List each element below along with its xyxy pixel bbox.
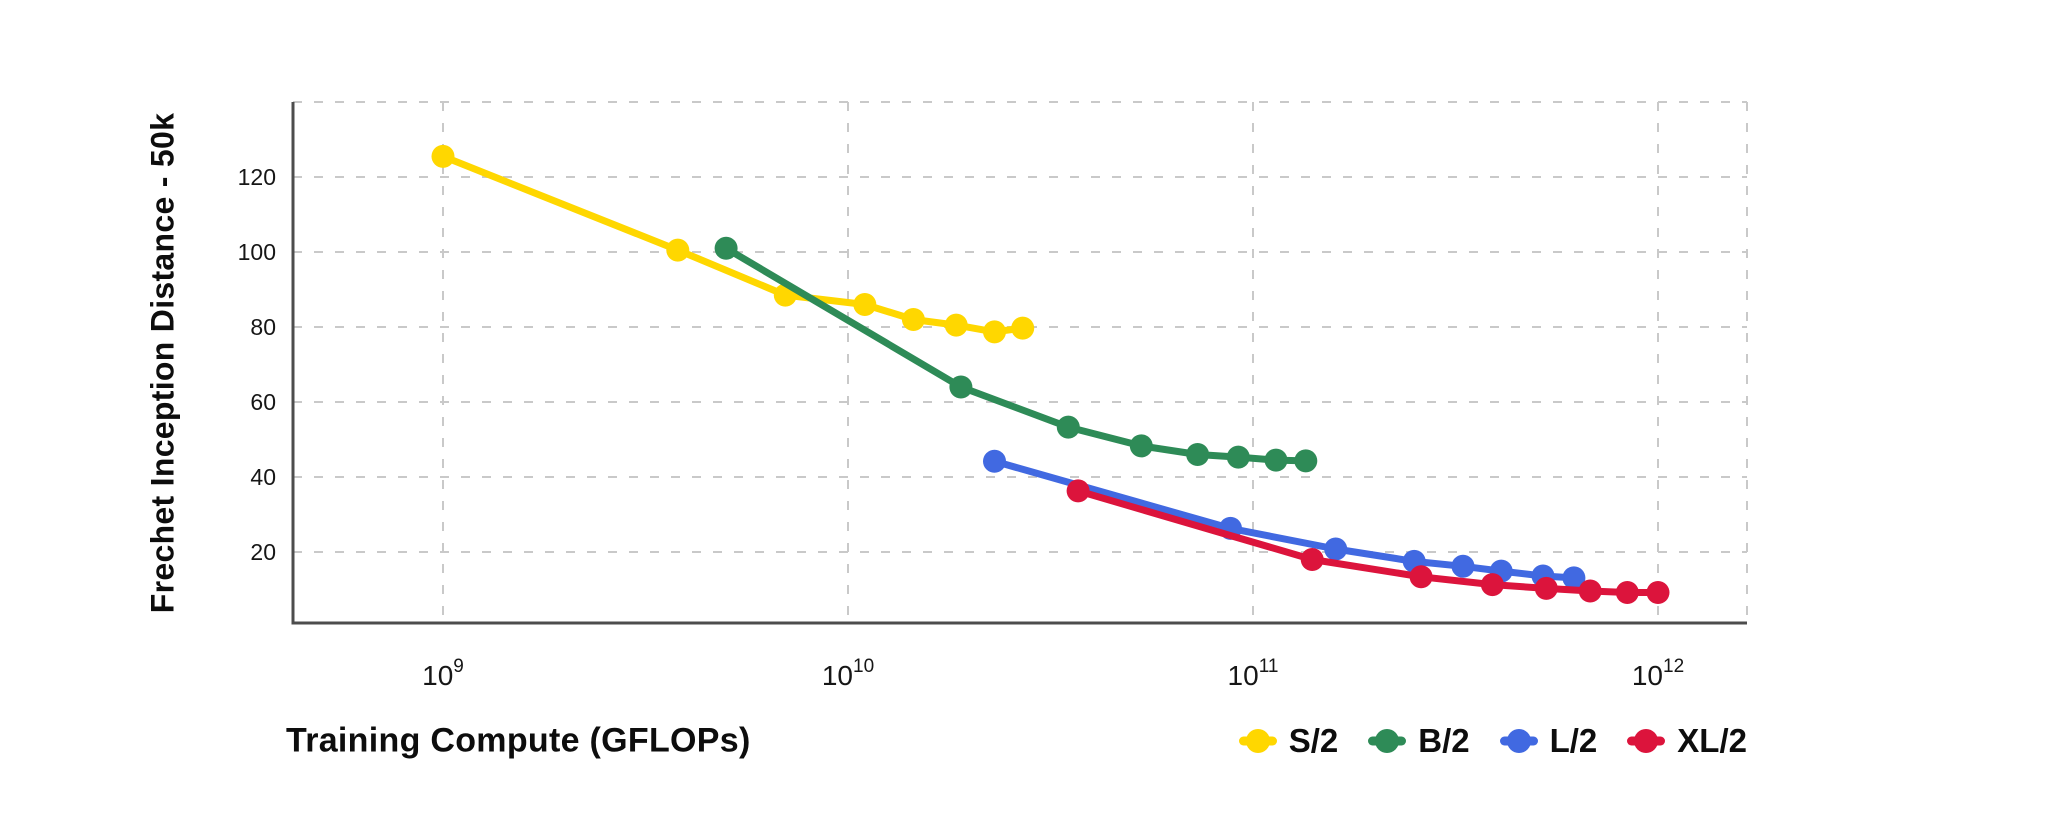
data-point-L/2	[1562, 566, 1586, 590]
data-point-XL/2	[1646, 581, 1670, 604]
data-point-B/2	[1294, 449, 1318, 473]
legend-label: L/2	[1549, 722, 1598, 759]
data-point-XL/2	[1066, 479, 1090, 503]
legend-label: B/2	[1418, 722, 1470, 759]
data-point-S/2	[1011, 316, 1035, 340]
series-line-L/2	[991, 457, 1578, 582]
x-tick-label: 1012	[1632, 656, 1684, 691]
data-point-L/2	[983, 449, 1006, 473]
y-tick-label: 40	[250, 464, 276, 490]
data-point-S/2	[853, 293, 877, 316]
x-tick-exponent: 10	[853, 656, 874, 677]
x-tick-label: 109	[422, 656, 464, 691]
x-tick-base: 10	[1228, 660, 1259, 691]
data-point-XL/2	[1480, 573, 1504, 597]
data-point-S/2	[431, 144, 455, 168]
y-tick-label: 120	[238, 164, 276, 190]
x-tick-exponent: 11	[1259, 656, 1279, 677]
legend-marker-icon	[1368, 728, 1407, 754]
legend-dot	[1375, 729, 1400, 753]
legend-item-B/2: B/2	[1368, 722, 1470, 760]
legend-marker-icon	[1238, 728, 1277, 754]
series-line-B/2	[722, 244, 1310, 465]
y-tick-label: 20	[250, 539, 276, 565]
legend-marker-icon	[1499, 728, 1538, 754]
chart-legend: S/2 B/2 L/2 XL/2	[1238, 722, 1747, 760]
legend-dot	[1506, 729, 1531, 753]
legend-item-L/2: L/2	[1499, 722, 1598, 760]
data-point-XL/2	[1534, 576, 1558, 600]
data-point-B/2	[1186, 443, 1210, 466]
y-tick-label: 100	[238, 239, 276, 265]
y-tick-label: 80	[250, 314, 276, 340]
data-point-XL/2	[1578, 579, 1602, 603]
legend-item-S/2: S/2	[1238, 722, 1339, 760]
x-tick-base: 10	[1632, 660, 1663, 691]
x-tick-label: 1011	[1228, 656, 1279, 691]
x-tick-exponent: 12	[1663, 656, 1684, 677]
y-tick-label: 60	[250, 389, 276, 415]
data-point-S/2	[666, 238, 690, 262]
data-point-S/2	[944, 313, 968, 337]
data-point-XL/2	[1409, 565, 1433, 589]
legend-label: XL/2	[1677, 722, 1747, 759]
data-point-XL/2	[1615, 581, 1639, 604]
data-point-B/2	[1264, 448, 1288, 472]
x-tick-exponent: 9	[453, 656, 464, 677]
x-tick-base: 10	[822, 660, 853, 691]
data-point-B/2	[1056, 415, 1080, 439]
x-axis-title: Training Compute (GFLOPs)	[286, 721, 751, 760]
data-point-S/2	[901, 308, 925, 331]
data-point-L/2	[1324, 537, 1348, 561]
data-point-B/2	[714, 236, 738, 260]
data-point-S/2	[983, 320, 1006, 344]
data-point-L/2	[1451, 554, 1475, 578]
legend-label: S/2	[1288, 722, 1339, 759]
data-point-B/2	[1226, 445, 1250, 469]
y-axis-title: Frechet Inception Distance - 50k	[144, 112, 181, 614]
data-point-B/2	[949, 375, 973, 399]
x-tick-label: 1010	[822, 656, 874, 691]
data-point-XL/2	[1300, 548, 1324, 571]
data-point-B/2	[1129, 434, 1153, 458]
legend-marker-icon	[1627, 728, 1666, 754]
x-tick-base: 10	[422, 660, 453, 691]
legend-item-XL/2: XL/2	[1627, 722, 1747, 760]
legend-dot	[1634, 729, 1659, 753]
legend-dot	[1245, 729, 1270, 753]
